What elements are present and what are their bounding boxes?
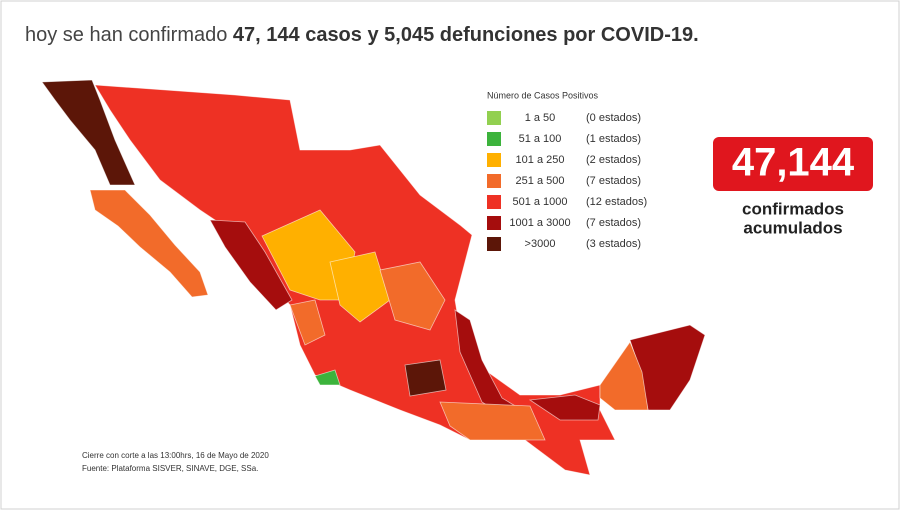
guerrero xyxy=(439,401,546,441)
legend-swatch xyxy=(487,132,501,146)
footnote-1: Cierre con corte a las 13:00hrs, 16 de M… xyxy=(82,451,269,460)
legend-range: 501 a 1000 xyxy=(512,196,567,208)
mexico-city-area xyxy=(404,359,447,397)
legend-count: (7 estados) xyxy=(586,217,641,229)
campeche xyxy=(599,341,649,411)
headline: hoy se han confirmado 47, 144 casos y 5,… xyxy=(25,24,699,46)
zacatecas xyxy=(329,251,391,323)
legend: 1 a 50 (0 estados) 51 a 100 (1 estados) 101 … xyxy=(487,111,647,251)
legend-range: 101 a 250 xyxy=(516,154,565,166)
san-luis-potosi xyxy=(379,261,446,331)
tabasco xyxy=(528,394,601,421)
legend-title: Número de Casos Positivos xyxy=(487,90,599,100)
legend-swatch xyxy=(487,174,501,188)
total-value: 47,144 xyxy=(732,141,855,185)
legend-swatch xyxy=(487,195,501,209)
legend-count: (1 estados) xyxy=(586,133,641,145)
sinaloa xyxy=(209,219,293,311)
legend-swatch xyxy=(487,111,501,125)
total-caption-1: confirmados xyxy=(742,199,844,218)
colima xyxy=(314,369,341,386)
legend-count: (0 estados) xyxy=(586,112,641,124)
headline-lead: hoy se han confirmado xyxy=(25,24,227,46)
legend-swatch xyxy=(487,216,501,230)
nayarit xyxy=(289,299,326,346)
total-caption-2: acumulados xyxy=(743,218,842,237)
legend-range: 251 a 500 xyxy=(516,175,565,187)
total-box xyxy=(713,137,873,191)
headline-emphasis: 47, 144 casos y 5,045 defunciones por CO… xyxy=(233,24,699,46)
legend-range: 51 a 100 xyxy=(519,133,562,145)
legend-count: (7 estados) xyxy=(586,175,641,187)
legend-range: 1 a 50 xyxy=(525,112,556,124)
legend-count: (3 estados) xyxy=(586,238,641,250)
legend-count: (12 estados) xyxy=(586,196,647,208)
footnote-2: Fuente: Plataforma SISVER, SINAVE, DGE, … xyxy=(82,464,258,473)
legend-range: 1001 a 3000 xyxy=(509,217,570,229)
legend-swatch xyxy=(487,237,501,251)
legend-range: >3000 xyxy=(525,238,556,250)
map xyxy=(41,79,706,476)
legend-count: (2 estados) xyxy=(586,154,641,166)
baja-california-sur xyxy=(89,189,209,298)
baja-california xyxy=(41,79,136,186)
legend-swatch xyxy=(487,153,501,167)
